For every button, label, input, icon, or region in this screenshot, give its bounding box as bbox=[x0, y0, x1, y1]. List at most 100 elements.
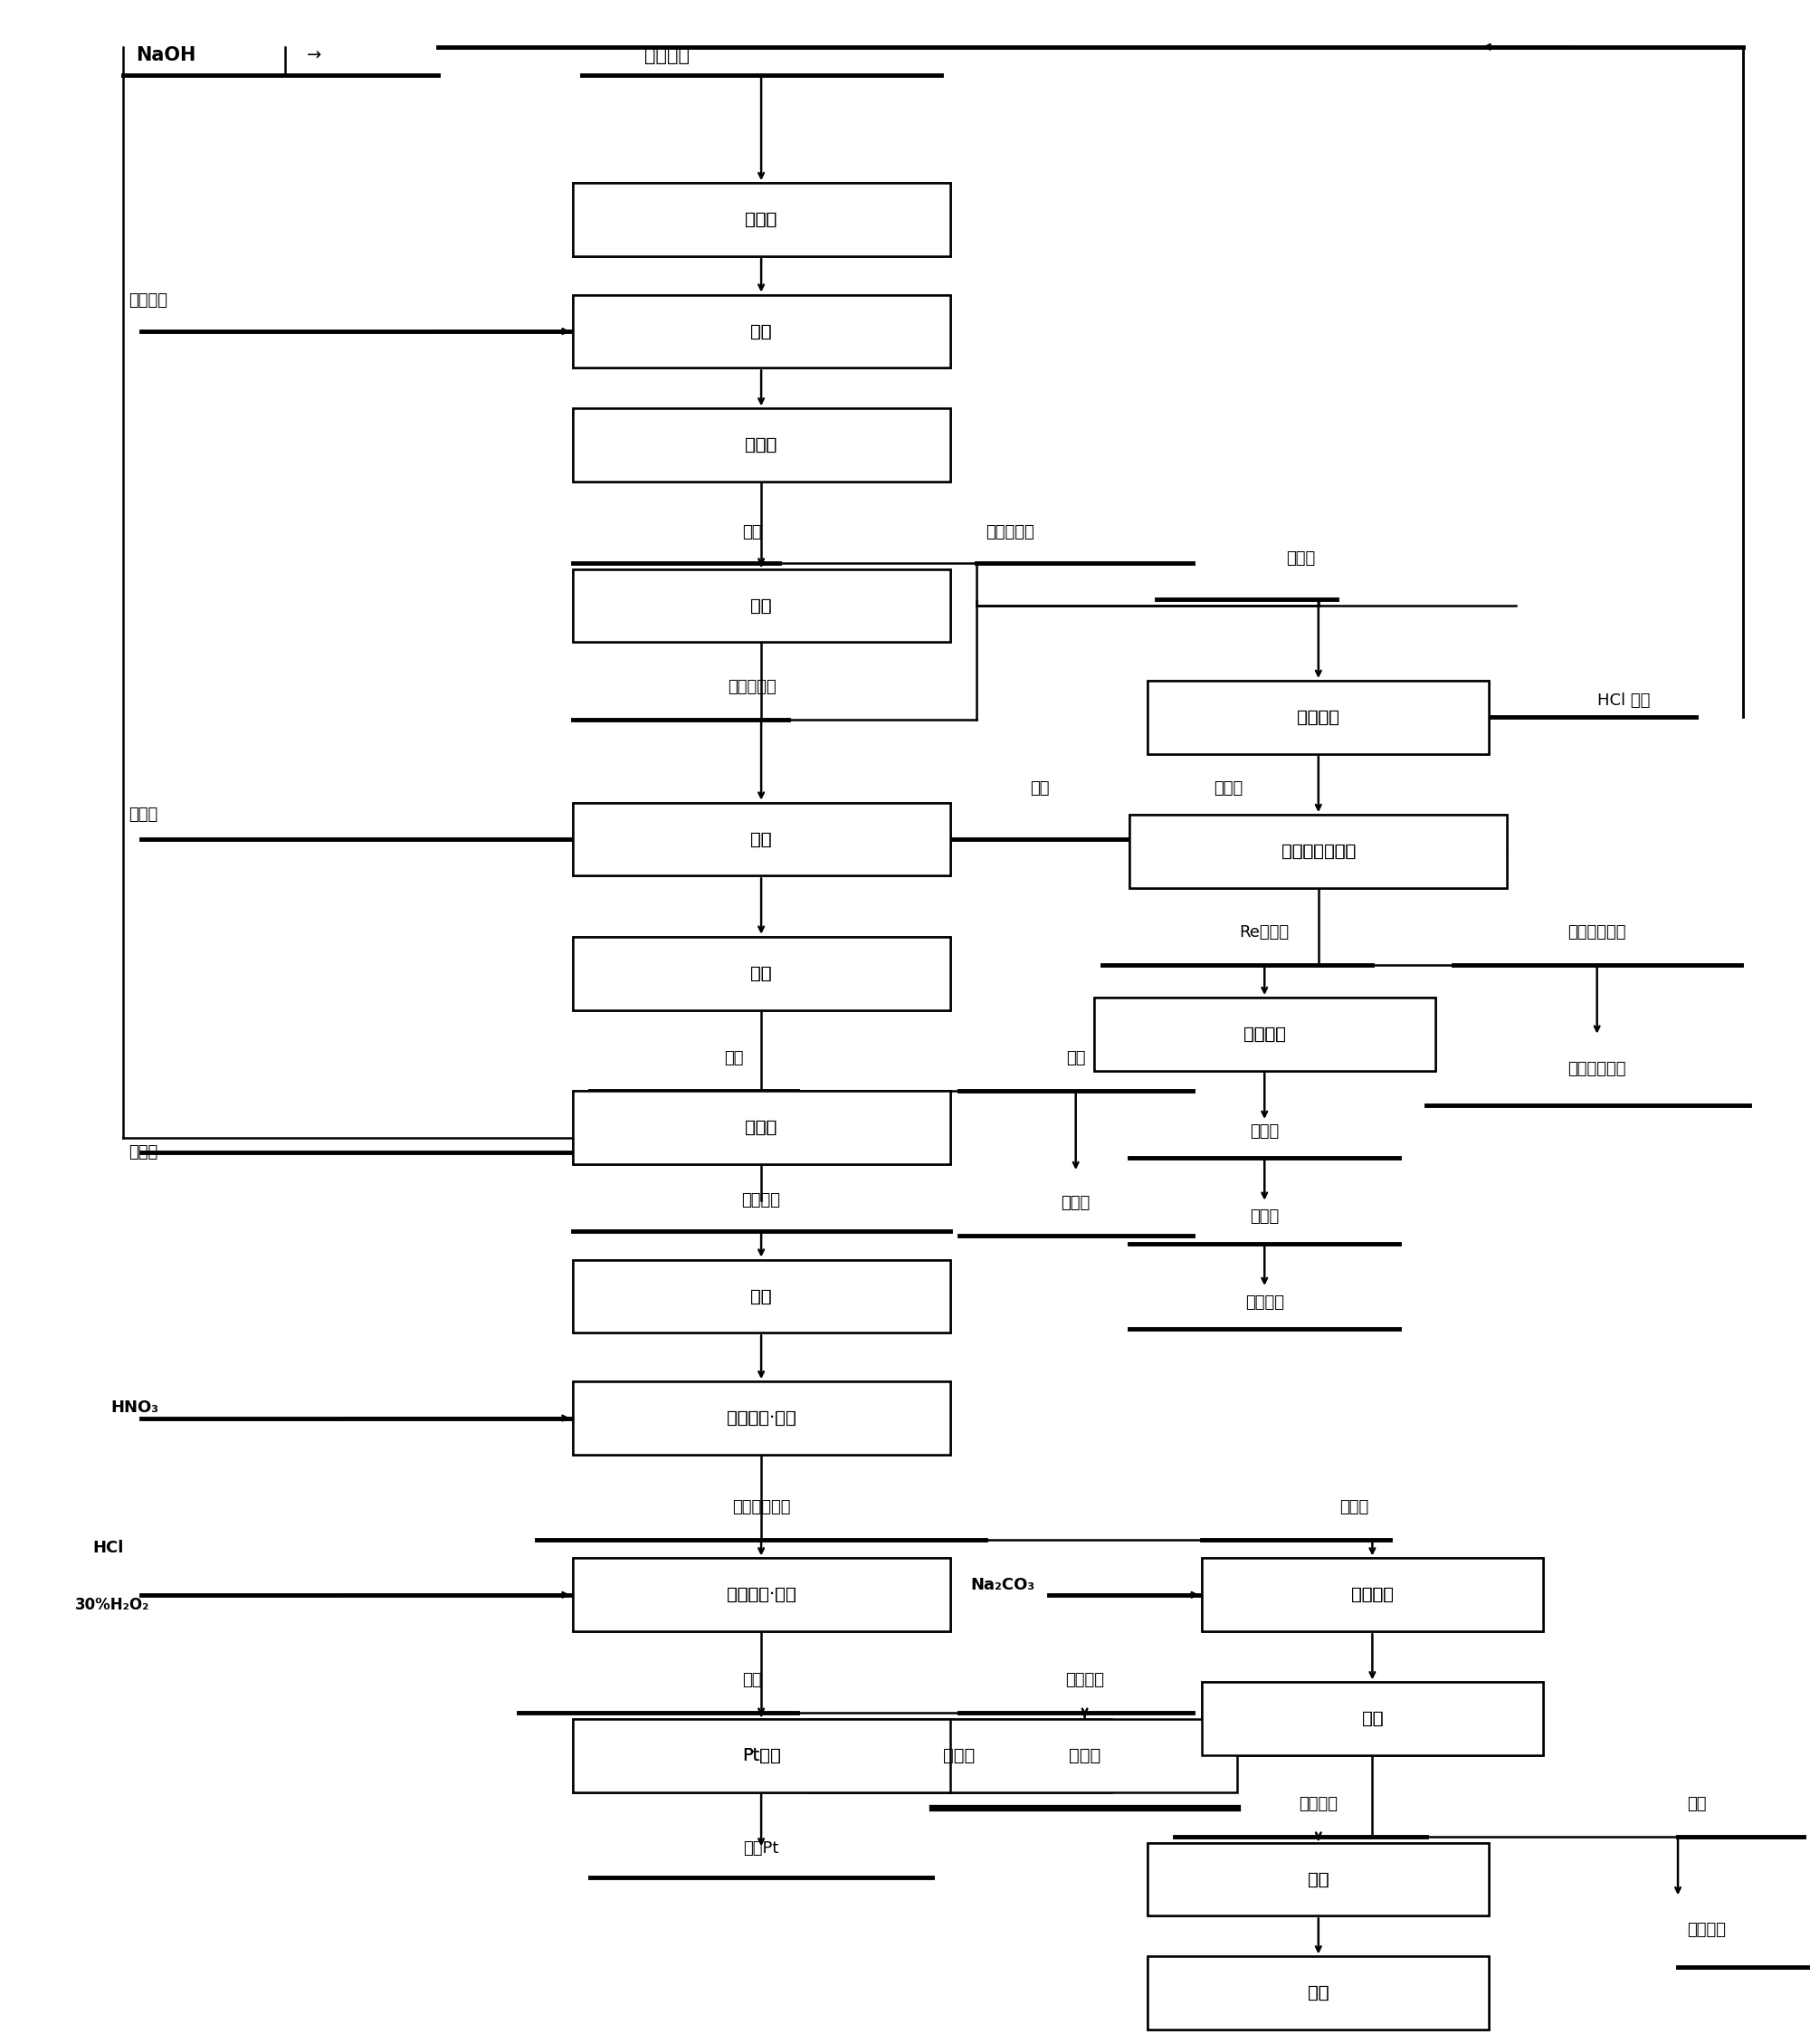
Text: 阴离子交换树脂: 阴离子交换树脂 bbox=[1281, 842, 1356, 861]
Text: 阴离子交换树脂: 阴离子交换树脂 bbox=[1281, 842, 1356, 861]
Bar bbox=[572, 1382, 950, 1455]
Text: 硝酸浸出残渣: 硝酸浸出残渣 bbox=[731, 1500, 791, 1517]
Text: 滤液: 滤液 bbox=[742, 1672, 762, 1688]
Text: Na₂CO₃: Na₂CO₃ bbox=[970, 1576, 1035, 1592]
Text: 硫化铼: 硫化铼 bbox=[1251, 1124, 1280, 1141]
Bar bbox=[1202, 1558, 1544, 1631]
Text: 料浆: 料浆 bbox=[742, 523, 762, 540]
Bar bbox=[1202, 1682, 1544, 1756]
Text: 还原: 还原 bbox=[751, 323, 771, 339]
Text: 电炉: 电炉 bbox=[751, 965, 771, 981]
Text: 浸出液: 浸出液 bbox=[1339, 1500, 1368, 1517]
Bar bbox=[1148, 681, 1490, 754]
Text: 粗过滤: 粗过滤 bbox=[746, 437, 776, 454]
Text: 氧化炉: 氧化炉 bbox=[746, 1118, 776, 1136]
Bar bbox=[572, 1259, 950, 1333]
Bar bbox=[572, 1719, 950, 1793]
Text: →: → bbox=[306, 47, 322, 63]
Text: 过滤: 过滤 bbox=[751, 597, 771, 613]
Bar bbox=[1093, 997, 1435, 1071]
Text: 精密过滤: 精密过滤 bbox=[1298, 709, 1339, 726]
Text: 硝酸浸出·过滤: 硝酸浸出·过滤 bbox=[726, 1410, 796, 1427]
Text: HCl: HCl bbox=[92, 1539, 123, 1555]
Text: 硫酸亚铁: 硫酸亚铁 bbox=[129, 292, 168, 309]
Text: 过铼酸氨: 过铼酸氨 bbox=[1245, 1294, 1283, 1310]
Text: 浸出液: 浸出液 bbox=[1285, 550, 1316, 566]
Bar bbox=[1093, 997, 1435, 1071]
Bar bbox=[1148, 1844, 1490, 1915]
Bar bbox=[572, 1259, 950, 1333]
Text: 铼浸出: 铼浸出 bbox=[746, 211, 776, 229]
Text: 粉碎: 粉碎 bbox=[751, 1288, 771, 1304]
Text: 30%H₂O₂: 30%H₂O₂ bbox=[74, 1596, 148, 1613]
Text: 碳酸铅化: 碳酸铅化 bbox=[1350, 1586, 1394, 1602]
Text: 粉碎: 粉碎 bbox=[751, 1288, 771, 1304]
Text: 电炉: 电炉 bbox=[1309, 1985, 1329, 2001]
Bar bbox=[572, 294, 950, 368]
Text: 吸附后的溶液: 吸附后的溶液 bbox=[1567, 924, 1625, 940]
Bar bbox=[932, 1719, 1238, 1793]
Text: 氧化炉: 氧化炉 bbox=[943, 1748, 976, 1764]
Bar bbox=[572, 1558, 950, 1631]
Bar bbox=[1129, 816, 1508, 887]
Text: NaOH: NaOH bbox=[136, 45, 195, 63]
Text: 电炉: 电炉 bbox=[1309, 1985, 1329, 2001]
Text: 贵金属铅: 贵金属铅 bbox=[742, 1192, 780, 1208]
Text: 滤液: 滤液 bbox=[1687, 1797, 1707, 1813]
Text: 硫化处理: 硫化处理 bbox=[1243, 1026, 1285, 1042]
Text: 贵铅: 贵铅 bbox=[724, 1051, 744, 1067]
Text: 干燥: 干燥 bbox=[751, 830, 771, 848]
Bar bbox=[1129, 816, 1508, 887]
Bar bbox=[1202, 1682, 1544, 1756]
Bar bbox=[1202, 1558, 1544, 1631]
Text: 浸出催化剂: 浸出催化剂 bbox=[728, 679, 776, 695]
Text: 氧化铅: 氧化铅 bbox=[129, 807, 157, 824]
Text: 自熔炉: 自熔炉 bbox=[1061, 1194, 1090, 1210]
Bar bbox=[572, 1091, 950, 1165]
Text: 精密过滤: 精密过滤 bbox=[1298, 709, 1339, 726]
Text: 还原: 还原 bbox=[751, 323, 771, 339]
Text: 氧化炉: 氧化炉 bbox=[1068, 1748, 1100, 1764]
Text: 干燥: 干燥 bbox=[1309, 1870, 1329, 1889]
Text: 过滤: 过滤 bbox=[751, 597, 771, 613]
Bar bbox=[1148, 1956, 1490, 2030]
Bar bbox=[805, 1719, 1111, 1793]
Bar bbox=[572, 803, 950, 875]
Text: 浸出催化剂: 浸出催化剂 bbox=[986, 523, 1035, 540]
Bar bbox=[572, 1719, 950, 1793]
Bar bbox=[572, 568, 950, 642]
Bar bbox=[572, 409, 950, 482]
Bar bbox=[572, 1091, 950, 1165]
Bar bbox=[572, 1382, 950, 1455]
Text: 碳酸铅化: 碳酸铅化 bbox=[1350, 1586, 1394, 1602]
Bar bbox=[1148, 1956, 1490, 2030]
Text: 排水处理: 排水处理 bbox=[1687, 1921, 1725, 1938]
Text: HCl 溶液: HCl 溶液 bbox=[1596, 693, 1651, 709]
Text: 铼精制: 铼精制 bbox=[1251, 1208, 1280, 1224]
Text: 海绵Pt: 海绵Pt bbox=[744, 1842, 778, 1856]
Text: 硝酸浸出·过滤: 硝酸浸出·过滤 bbox=[726, 1410, 796, 1427]
Text: 硫化处理: 硫化处理 bbox=[1243, 1026, 1285, 1042]
Text: 废催化剂: 废催化剂 bbox=[644, 45, 690, 63]
Bar bbox=[572, 409, 950, 482]
Text: 氯化浸出·过滤: 氯化浸出·过滤 bbox=[726, 1586, 796, 1602]
Text: 过滤: 过滤 bbox=[1361, 1711, 1383, 1727]
Bar bbox=[572, 936, 950, 1010]
Text: Pt精制: Pt精制 bbox=[742, 1748, 780, 1764]
Text: 过滤残渣: 过滤残渣 bbox=[1300, 1797, 1338, 1813]
Text: 溶剂: 溶剂 bbox=[1030, 781, 1050, 797]
Text: 过滤: 过滤 bbox=[1361, 1711, 1383, 1727]
Text: Re洗脱液: Re洗脱液 bbox=[1240, 924, 1289, 940]
Text: 电炉: 电炉 bbox=[751, 965, 771, 981]
Text: Pt精制: Pt精制 bbox=[742, 1748, 780, 1764]
Bar bbox=[572, 936, 950, 1010]
Text: 还原剂: 还原剂 bbox=[1215, 781, 1243, 797]
Text: 排水处理工序: 排水处理工序 bbox=[1567, 1061, 1625, 1077]
Text: 粗过滤: 粗过滤 bbox=[746, 437, 776, 454]
Bar bbox=[572, 294, 950, 368]
Bar bbox=[1148, 1844, 1490, 1915]
Text: 干燥: 干燥 bbox=[751, 830, 771, 848]
Text: 氧化炉: 氧化炉 bbox=[746, 1118, 776, 1136]
Text: 铼浸出: 铼浸出 bbox=[746, 211, 776, 229]
Text: 干燥: 干燥 bbox=[1309, 1870, 1329, 1889]
